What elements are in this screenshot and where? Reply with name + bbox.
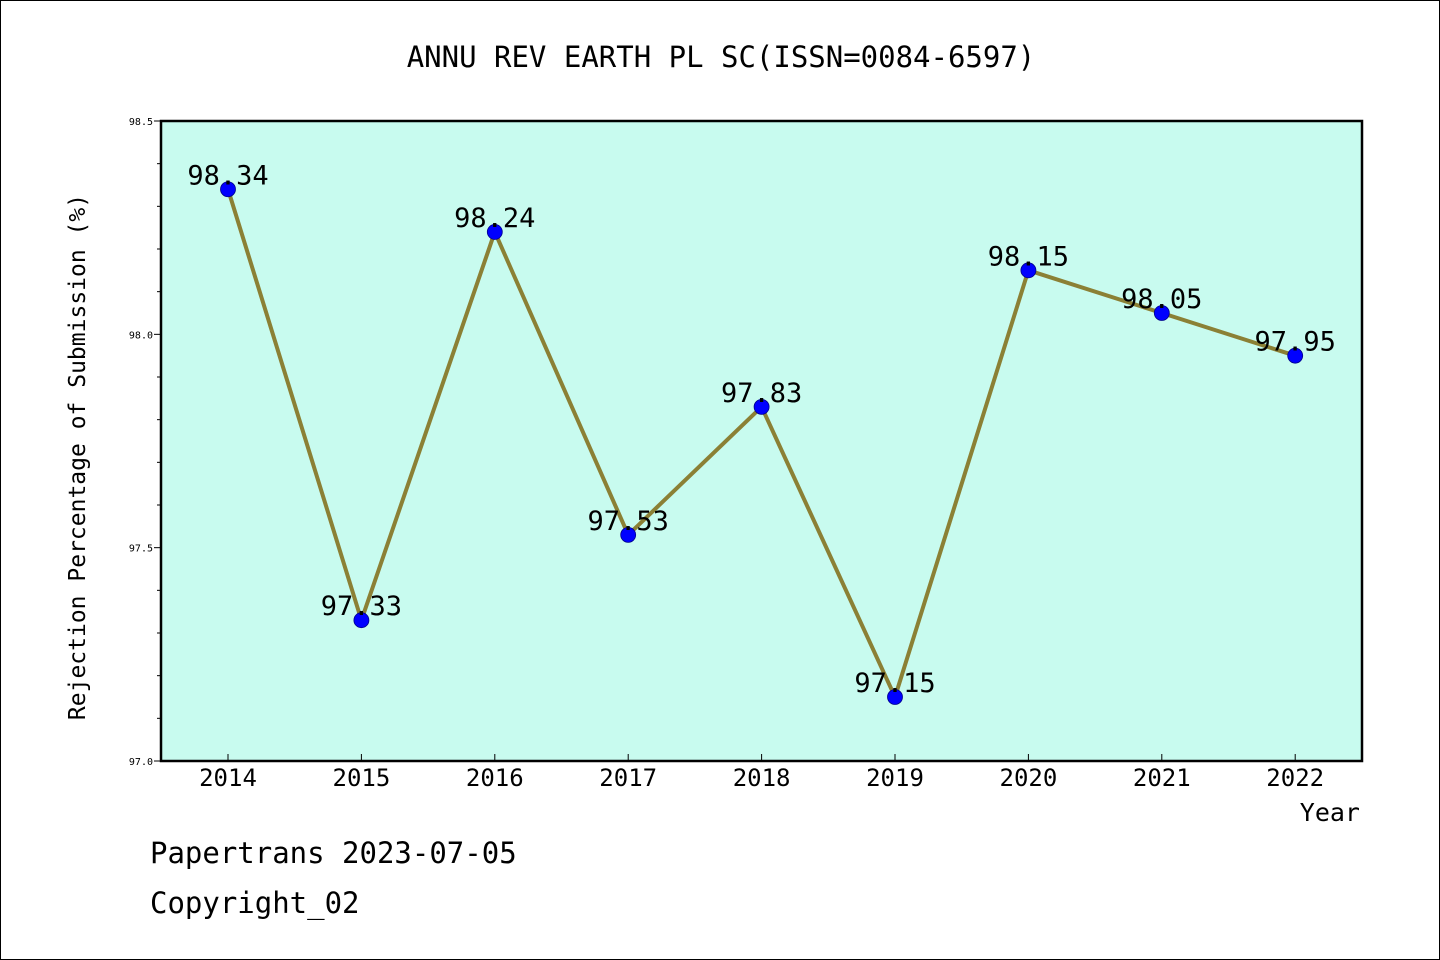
x-axis: 2014 2015 2016 2017 2018 2019 2020 2021 2022: [199, 754, 1324, 792]
data-label: 98.24: [454, 203, 535, 234]
data-label: 97.95: [1255, 327, 1336, 358]
y-tick-label: 98.0: [129, 330, 153, 341]
data-label: 97.15: [854, 668, 935, 699]
data-label: 97.33: [321, 591, 402, 622]
y-tick-label: 98.5: [129, 117, 153, 128]
x-tick-label: 2015: [333, 764, 391, 792]
x-tick-label: 2020: [1000, 764, 1058, 792]
x-tick-label: 2021: [1133, 764, 1191, 792]
x-tick-label: 2018: [733, 764, 791, 792]
data-label: 98.34: [187, 160, 268, 191]
data-point-marker: [1287, 347, 1304, 364]
footer-date-line: Papertrans 2023-07-05: [150, 836, 517, 870]
x-tick-label: 2022: [1266, 764, 1324, 792]
y-axis-label: Rejection Percentage of Submission (%): [65, 194, 91, 720]
x-axis-label: Year: [1300, 798, 1360, 827]
data-label: 98.15: [988, 241, 1069, 272]
data-point-marker: [887, 689, 903, 705]
x-tick-label: 2014: [199, 764, 257, 792]
data-label: 97.53: [588, 506, 669, 537]
chart-title: ANNU REV EARTH PL SC(ISSN=0084-6597): [407, 40, 1036, 74]
data-point-marker: [220, 181, 236, 198]
data-point-marker: [1020, 262, 1037, 279]
data-point-marker: [620, 526, 637, 543]
data-labels: 98.34 97.33 98.24 97.53 97.83 97.15 98.15 98.05…: [187, 160, 1335, 699]
data-point-marker: [753, 398, 770, 415]
footer-copyright-line: Copyright_02: [150, 886, 360, 920]
y-tick-label: 97.0: [129, 757, 153, 768]
series-line-group: [220, 181, 1304, 705]
data-label: 97.83: [721, 378, 802, 409]
y-axis: 97.0 97.5 98.0 98.5: [129, 117, 161, 768]
plot-area: [159, 119, 1364, 763]
x-tick-label: 2019: [866, 764, 924, 792]
y-tick-label: 97.5: [129, 544, 153, 555]
data-point-marker: [353, 612, 370, 629]
x-tick-label: 2016: [466, 764, 524, 792]
data-label: 98.05: [1121, 284, 1202, 315]
data-point-marker: [486, 224, 503, 240]
x-tick-label: 2017: [599, 764, 657, 792]
data-point-marker: [1153, 305, 1170, 321]
